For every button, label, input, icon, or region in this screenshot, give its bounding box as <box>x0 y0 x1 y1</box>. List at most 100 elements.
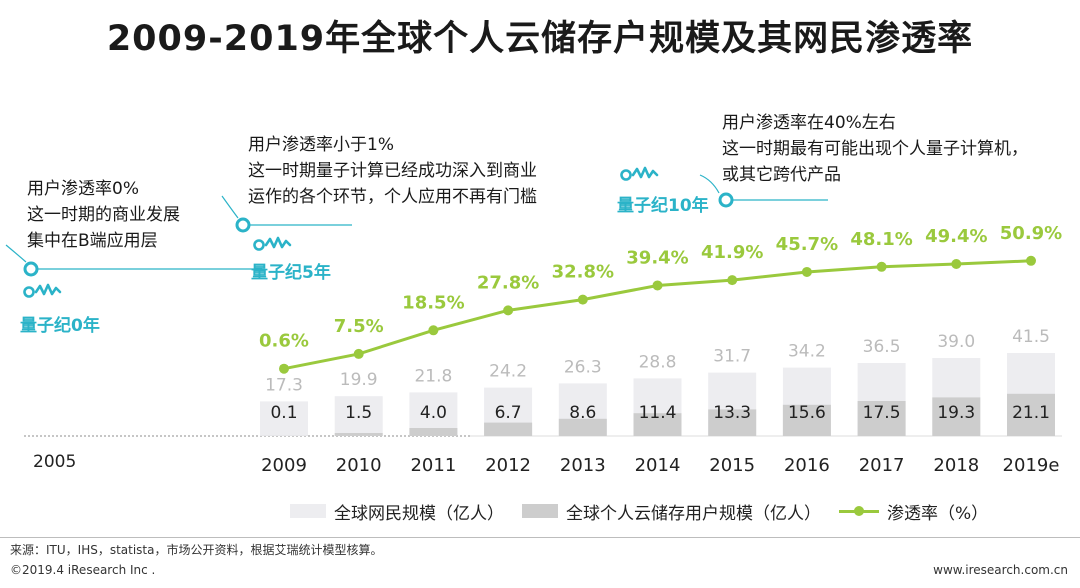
era10-line-1: 用户渗透率在40%左右 <box>722 113 896 133</box>
label-users: 11.4 <box>639 403 677 423</box>
era0-line-3: 集中在B端应用层 <box>27 231 158 251</box>
era0-dot <box>23 261 39 277</box>
era10-label: 量子纪10年 <box>617 196 709 216</box>
label-netizens: 19.9 <box>340 370 378 390</box>
penetration-point <box>1026 255 1036 266</box>
era5-squiggle-icon-wave <box>264 236 292 249</box>
era5-dot <box>235 217 251 233</box>
tick-label: 2013 <box>560 455 606 476</box>
era0-curve <box>5 244 27 263</box>
tick-label: 2015 <box>709 455 755 476</box>
bar-users <box>932 397 981 436</box>
penetration-point <box>652 280 663 291</box>
era0-label: 量子纪0年 <box>20 316 100 336</box>
penetration-point <box>428 325 439 336</box>
label-penetration: 49.4% <box>925 226 987 247</box>
label-netizens: 21.8 <box>414 366 452 386</box>
era5-label: 量子纪5年 <box>251 263 331 283</box>
baseline-year-label: 2005 <box>33 452 77 472</box>
label-users: 17.5 <box>863 403 901 423</box>
tick-label: 2014 <box>635 455 681 476</box>
penetration-point <box>503 305 514 316</box>
penetration-point <box>577 294 588 305</box>
bar-users <box>708 409 757 436</box>
label-penetration: 0.6% <box>259 331 309 352</box>
era5-text: 用户渗透率小于1% 这一时期量子计算已经成功深入到商业 运作的各个环节，个人应用… <box>248 132 537 210</box>
tick-label: 2019e <box>1003 455 1060 476</box>
label-users: 21.1 <box>1012 403 1050 423</box>
legend-swatch-penetration <box>839 504 879 518</box>
legend-item-penetration: 渗透率（%） <box>839 499 988 524</box>
bar-users <box>484 422 533 436</box>
era10-squiggle-icon-head <box>620 169 632 181</box>
bar-users <box>558 418 607 436</box>
era10-squiggle-icon-wave <box>631 166 659 179</box>
era0-squiggle-icon-head <box>23 286 35 298</box>
penetration-point <box>951 259 962 270</box>
label-penetration: 27.8% <box>477 272 539 293</box>
label-users: 0.1 <box>270 403 297 423</box>
label-users: 19.3 <box>937 403 975 423</box>
label-penetration: 7.5% <box>334 316 384 337</box>
tick-label: 2009 <box>261 455 307 476</box>
era0-text: 用户渗透率0% 这一时期的商业发展 集中在B端应用层 <box>27 176 180 254</box>
legend-label-penetration: 渗透率（%） <box>887 503 989 524</box>
era0-line-1: 用户渗透率0% <box>27 179 139 199</box>
penetration-point <box>727 275 738 286</box>
label-penetration: 39.4% <box>626 247 688 268</box>
label-users: 8.6 <box>569 403 596 423</box>
bar-users <box>857 401 906 436</box>
label-penetration: 45.7% <box>776 234 838 255</box>
era10-curve <box>699 174 720 194</box>
label-netizens: 31.7 <box>713 347 751 367</box>
legend-label-netizens: 全球网民规模（亿人） <box>334 503 504 524</box>
label-penetration: 48.1% <box>850 229 912 250</box>
label-penetration: 50.9% <box>1000 223 1062 244</box>
label-netizens: 39.0 <box>937 332 975 352</box>
legend-swatch-netizens <box>290 504 326 518</box>
era5-line-2: 这一时期量子计算已经成功深入到商业 <box>248 161 537 181</box>
tick-label: 2012 <box>485 455 531 476</box>
penetration-point <box>801 266 812 277</box>
penetration-point <box>353 348 364 359</box>
label-penetration: 32.8% <box>552 262 614 283</box>
bar-users <box>633 413 682 436</box>
legend-swatch-users <box>522 504 558 518</box>
penetration-point <box>876 261 887 272</box>
era10-text: 用户渗透率在40%左右 这一时期最有可能出现个人量子计算机， 或其它跨代产品 <box>722 110 1028 188</box>
bar-users <box>782 404 831 436</box>
era0-squiggle-icon-wave <box>34 283 62 296</box>
era10-line-2: 这一时期最有可能出现个人量子计算机， <box>722 139 1028 159</box>
era5-curve <box>221 195 239 219</box>
label-netizens: 24.2 <box>489 362 527 382</box>
tick-label: 2011 <box>410 455 456 476</box>
era5-line-1: 用户渗透率小于1% <box>248 135 394 155</box>
penetration-point <box>279 363 289 374</box>
bar-netizens <box>334 396 383 436</box>
label-users: 4.0 <box>420 403 447 423</box>
legend-item-netizens: 全球网民规模（亿人） <box>290 499 504 524</box>
label-netizens: 34.2 <box>788 342 826 362</box>
tick-label: 2016 <box>784 455 830 476</box>
legend-item-users: 全球个人云储存用户规模（亿人） <box>522 499 821 524</box>
bar-users <box>1007 393 1055 436</box>
website: www.iresearch.com.cn <box>933 563 1068 577</box>
label-users: 6.7 <box>495 403 522 423</box>
label-netizens: 41.5 <box>1012 327 1050 347</box>
label-netizens: 17.3 <box>265 375 303 395</box>
label-users: 15.6 <box>788 403 826 423</box>
copyright: ©2019.4 iResearch Inc . <box>10 563 156 577</box>
era10-line-3: 或其它跨代产品 <box>722 165 841 185</box>
era5-line-3: 运作的各个环节，个人应用不再有门槛 <box>248 187 537 207</box>
legend: 全球网民规模（亿人） 全球个人云储存用户规模（亿人） 渗透率（%） <box>290 498 1006 524</box>
bar-users <box>334 433 383 436</box>
label-penetration: 18.5% <box>402 292 464 313</box>
label-netizens: 28.8 <box>639 352 677 372</box>
label-penetration: 41.9% <box>701 242 763 263</box>
era5-squiggle-icon-head <box>253 239 265 251</box>
bar-users <box>409 428 458 436</box>
tick-label: 2017 <box>859 455 905 476</box>
bar-netizens <box>260 401 308 436</box>
label-netizens: 26.3 <box>564 357 602 377</box>
